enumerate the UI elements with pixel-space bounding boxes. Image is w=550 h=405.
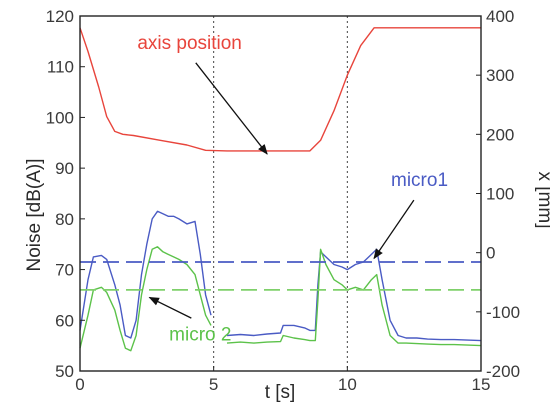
annotation-arrow-micro-2 xyxy=(148,296,192,319)
y-tick-label: 120 xyxy=(46,7,74,26)
annotations: axis position micro1 micro 2 xyxy=(137,33,448,346)
y2-tick-label: 200 xyxy=(486,125,514,144)
y2-tick-label: 400 xyxy=(486,7,514,26)
y-tick-label: 100 xyxy=(46,108,74,127)
grid-lines xyxy=(213,16,348,371)
x-tick-label: 15 xyxy=(472,375,491,394)
y-axis-label: Noise [dB(A)] xyxy=(24,159,45,272)
y2-tick-label: 300 xyxy=(486,66,514,85)
y-tick-label: 110 xyxy=(47,58,74,77)
y2-tick-label: 100 xyxy=(486,185,514,204)
annotation-label-micro-2: micro 2 xyxy=(169,325,231,346)
series-lines xyxy=(79,27,482,352)
y-tick-label: 70 xyxy=(55,261,74,280)
plot-frame xyxy=(79,15,482,372)
y-tick-label: 60 xyxy=(55,311,74,330)
series-line-micro1 xyxy=(79,210,482,342)
x-axis-label: t [s] xyxy=(265,382,296,403)
y2-tick-label: -100 xyxy=(486,303,520,322)
ticks: 5060708090100110120-200-1000100200300400… xyxy=(46,7,520,394)
annotation-arrow-axis-position xyxy=(195,62,268,155)
y-tick-label: 50 xyxy=(55,362,74,381)
y2-tick-label: 0 xyxy=(486,244,495,263)
x-tick-label: 5 xyxy=(209,375,218,394)
annotation-label-micro1: micro1 xyxy=(391,170,448,191)
annotation-label-axis-position: axis position xyxy=(137,33,242,54)
y-tick-label: 90 xyxy=(55,159,74,178)
y2-axis-label: x [mm] xyxy=(534,172,550,229)
annotation-arrow-micro1 xyxy=(373,199,415,260)
x-tick-label: 10 xyxy=(338,375,357,394)
y2-tick-label: -200 xyxy=(486,362,520,381)
x-tick-label: 0 xyxy=(75,375,84,394)
y-tick-label: 80 xyxy=(55,210,74,229)
series-line-axis-position xyxy=(79,27,481,152)
